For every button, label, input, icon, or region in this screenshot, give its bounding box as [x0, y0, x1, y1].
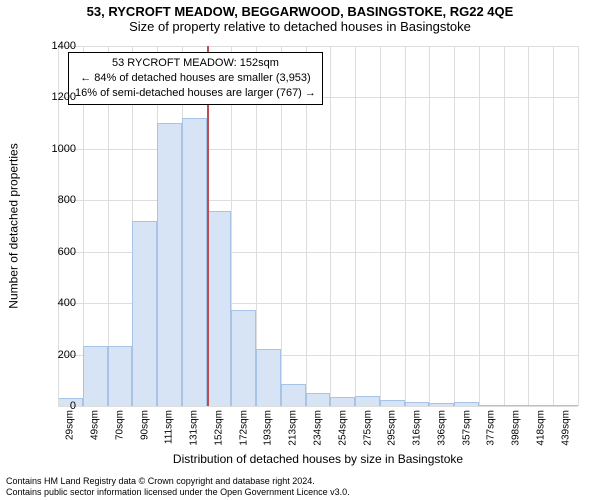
gridline-v — [429, 46, 430, 406]
annotation-box: 53 RYCROFT MEADOW: 152sqm← 84% of detach… — [68, 52, 323, 105]
x-tick: 111sqm — [164, 410, 175, 444]
gridline-h — [58, 200, 578, 201]
x-tick: 418sqm — [535, 410, 546, 446]
histogram-bar — [182, 118, 207, 406]
x-tick: 398sqm — [511, 410, 522, 446]
x-tick: 213sqm — [288, 410, 299, 446]
histogram-bar — [281, 384, 306, 406]
chart-container: 53, RYCROFT MEADOW, BEGGARWOOD, BASINGST… — [0, 0, 600, 500]
annotation-line3: 16% of semi-detached houses are larger (… — [75, 86, 316, 101]
gridline-v — [330, 46, 331, 406]
x-tick: 275sqm — [362, 410, 373, 446]
chart-title: 53, RYCROFT MEADOW, BEGGARWOOD, BASINGST… — [0, 0, 600, 19]
x-tick: 49sqm — [90, 410, 101, 440]
gridline-v — [553, 46, 554, 406]
histogram-bar — [108, 346, 133, 406]
plot-area: 53 RYCROFT MEADOW: 152sqm← 84% of detach… — [58, 46, 578, 406]
x-tick: 336sqm — [436, 410, 447, 446]
histogram-bar — [157, 123, 182, 406]
x-tick: 131sqm — [189, 410, 200, 446]
histogram-bar — [330, 397, 355, 406]
x-tick: 254sqm — [337, 410, 348, 446]
y-tick: 400 — [42, 297, 76, 309]
gridline-v — [405, 46, 406, 406]
x-tick: 377sqm — [486, 410, 497, 446]
y-axis-label: Number of detached properties — [6, 46, 22, 406]
gridline-h — [58, 46, 578, 47]
x-tick: 193sqm — [263, 410, 274, 446]
histogram-bar — [355, 396, 380, 406]
gridline-v — [578, 46, 579, 406]
histogram-bar — [132, 221, 157, 406]
axis-bottom — [58, 406, 578, 407]
x-tick: 316sqm — [412, 410, 423, 446]
gridline-v — [528, 46, 529, 406]
footer-text: Contains HM Land Registry data © Crown c… — [6, 476, 350, 498]
gridline-v — [355, 46, 356, 406]
x-tick: 357sqm — [461, 410, 472, 446]
gridline-v — [504, 46, 505, 406]
x-tick: 70sqm — [114, 410, 125, 440]
histogram-bar — [306, 393, 331, 406]
histogram-bar — [231, 310, 256, 406]
y-tick: 1400 — [42, 40, 76, 52]
histogram-bar — [83, 346, 108, 406]
x-tick: 90sqm — [139, 410, 150, 440]
gridline-v — [479, 46, 480, 406]
histogram-bar — [207, 211, 232, 406]
y-tick: 1000 — [42, 143, 76, 155]
y-tick: 1200 — [42, 91, 76, 103]
x-tick: 172sqm — [238, 410, 249, 446]
x-tick: 439sqm — [560, 410, 571, 446]
y-tick: 800 — [42, 194, 76, 206]
annotation-line1: 53 RYCROFT MEADOW: 152sqm — [75, 56, 316, 71]
x-tick: 234sqm — [313, 410, 324, 446]
gridline-v — [380, 46, 381, 406]
annotation-line2: ← 84% of detached houses are smaller (3,… — [75, 71, 316, 86]
gridline-h — [58, 149, 578, 150]
y-tick: 200 — [42, 349, 76, 361]
x-axis-label: Distribution of detached houses by size … — [58, 452, 578, 466]
footer-line2: Contains public sector information licen… — [6, 487, 350, 498]
gridline-v — [454, 46, 455, 406]
histogram-bar — [256, 349, 281, 406]
y-tick: 600 — [42, 246, 76, 258]
chart-subtitle: Size of property relative to detached ho… — [0, 19, 600, 36]
x-tick: 295sqm — [387, 410, 398, 446]
x-tick: 152sqm — [213, 410, 224, 446]
footer-line1: Contains HM Land Registry data © Crown c… — [6, 476, 350, 487]
x-tick: 29sqm — [65, 410, 76, 440]
